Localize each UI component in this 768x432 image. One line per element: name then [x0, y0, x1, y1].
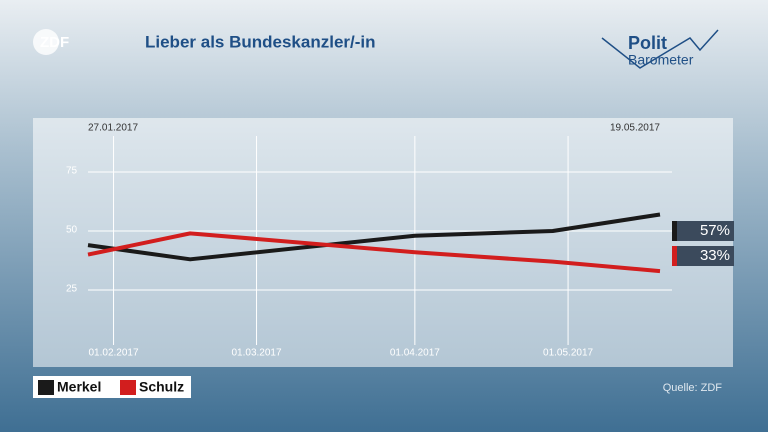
channel-logo: ZDF [40, 34, 69, 51]
legend-swatch [120, 380, 136, 395]
value-label: 57% [700, 222, 730, 239]
value-label-box [672, 246, 734, 266]
value-label-box [672, 221, 734, 241]
data-line [87, 231, 661, 274]
chart-title: Lieber als Bundeskanzler/-in [145, 32, 376, 51]
logo-zigzag [601, 29, 719, 69]
value-label-marker [672, 221, 677, 241]
y-tick-label: 75 [66, 166, 78, 177]
logo-circle [33, 29, 59, 55]
legend-label: Merkel [57, 379, 101, 395]
logo-bottom: Barometer [628, 52, 694, 68]
x-tick-label: 01.03.2017 [232, 348, 282, 359]
value-label-marker [672, 246, 677, 266]
value-label: 33% [700, 247, 730, 264]
x-start-label: 27.01.2017 [88, 123, 138, 134]
logo-top: Polit [628, 33, 667, 53]
x-tick-label: 01.04.2017 [390, 348, 440, 359]
x-tick-label: 01.05.2017 [543, 348, 593, 359]
y-tick-label: 50 [66, 225, 78, 236]
x-tick-label: 01.02.2017 [89, 348, 139, 359]
data-line [87, 212, 661, 262]
legend-label: Schulz [139, 379, 184, 395]
source: Quelle: ZDF [663, 382, 723, 394]
y-tick-label: 25 [66, 284, 78, 295]
legend-swatch [38, 380, 54, 395]
x-end-label: 19.05.2017 [610, 123, 660, 134]
